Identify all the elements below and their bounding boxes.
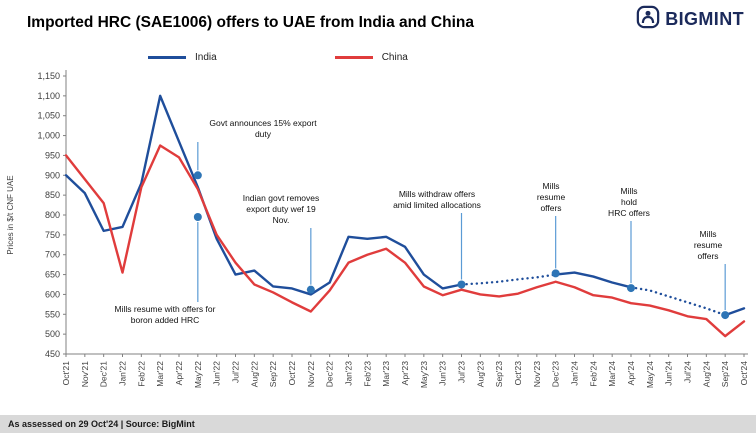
svg-text:May'23: May'23 (419, 361, 429, 388)
svg-text:Nov'22: Nov'22 (306, 361, 316, 387)
svg-text:1,050: 1,050 (37, 111, 60, 121)
legend-swatch (148, 56, 186, 59)
svg-text:Aug'24: Aug'24 (701, 361, 711, 387)
svg-text:850: 850 (45, 190, 60, 200)
svg-text:Jul'23: Jul'23 (457, 361, 467, 383)
legend-swatch (334, 56, 373, 59)
legend-item-china: China (334, 52, 408, 63)
svg-text:700: 700 (45, 250, 60, 260)
svg-text:Sep'22: Sep'22 (268, 361, 278, 387)
svg-text:Aug'23: Aug'23 (475, 361, 485, 387)
footer-bar: As assessed on 29 Oct'24 | Source: BigMi… (0, 415, 756, 433)
svg-text:650: 650 (45, 270, 60, 280)
svg-text:Aug'22: Aug'22 (249, 361, 259, 387)
svg-text:Apr'24: Apr'24 (626, 361, 636, 386)
legend-label: India (195, 52, 217, 63)
svg-text:800: 800 (45, 210, 60, 220)
svg-text:Jan'23: Jan'23 (344, 361, 354, 386)
svg-text:Sep'24: Sep'24 (720, 361, 730, 387)
svg-text:May'24: May'24 (645, 361, 655, 388)
svg-text:Apr'22: Apr'22 (174, 361, 184, 386)
svg-text:Jun'23: Jun'23 (438, 361, 448, 386)
svg-text:Oct'24: Oct'24 (739, 361, 749, 386)
svg-text:500: 500 (45, 329, 60, 339)
svg-text:Feb'24: Feb'24 (588, 361, 598, 387)
price-chart: 450 500 550 600 650 700 750 800 850 900 950 1,000 1,… (6, 70, 749, 388)
legend: India China (148, 52, 408, 63)
svg-text:Jul'24: Jul'24 (683, 361, 693, 383)
svg-text:550: 550 (45, 309, 60, 319)
legend-label: China (381, 52, 408, 63)
svg-text:Mar'23: Mar'23 (381, 361, 391, 387)
svg-text:Feb'22: Feb'22 (136, 361, 146, 387)
svg-text:950: 950 (45, 150, 60, 160)
svg-text:900: 900 (45, 170, 60, 180)
svg-text:Prices in $/t CNF UAE: Prices in $/t CNF UAE (6, 175, 15, 254)
svg-text:Mar'24: Mar'24 (607, 361, 617, 387)
svg-text:1,000: 1,000 (37, 131, 60, 141)
svg-text:Jun'22: Jun'22 (212, 361, 222, 386)
svg-text:Oct'23: Oct'23 (513, 361, 523, 386)
svg-text:Jan'22: Jan'22 (118, 361, 128, 386)
svg-text:Jul'22: Jul'22 (231, 361, 241, 383)
bigmint-logo-text: BIGMINT (665, 9, 744, 29)
svg-text:Nov'21: Nov'21 (80, 361, 90, 387)
svg-text:1,100: 1,100 (37, 91, 60, 101)
svg-text:Jun'24: Jun'24 (664, 361, 674, 386)
svg-text:Dec'21: Dec'21 (99, 361, 109, 387)
svg-text:Dec'22: Dec'22 (325, 361, 335, 387)
legend-item-india: India (148, 52, 217, 63)
svg-text:Feb'23: Feb'23 (362, 361, 372, 387)
svg-text:Dec'23: Dec'23 (551, 361, 561, 387)
svg-text:Sep'23: Sep'23 (494, 361, 504, 387)
svg-text:May'22: May'22 (193, 361, 203, 388)
svg-text:600: 600 (45, 289, 60, 299)
chart-title: Imported HRC (SAE1006) offers to UAE fro… (27, 14, 474, 31)
svg-text:Jan'24: Jan'24 (570, 361, 580, 386)
svg-text:Mar'22: Mar'22 (155, 361, 165, 387)
svg-text:1,150: 1,150 (37, 71, 60, 81)
svg-text:Oct'22: Oct'22 (287, 361, 297, 386)
bigmint-logo-icon (636, 5, 660, 34)
footer-text: As assessed on 29 Oct'24 | Source: BigMi… (8, 419, 195, 429)
svg-text:Nov'23: Nov'23 (532, 361, 542, 387)
svg-text:Apr'23: Apr'23 (400, 361, 410, 386)
svg-text:750: 750 (45, 230, 60, 240)
bigmint-logo: BIGMINT (636, 5, 744, 34)
svg-text:Oct'21: Oct'21 (61, 361, 71, 386)
svg-text:450: 450 (45, 349, 60, 359)
